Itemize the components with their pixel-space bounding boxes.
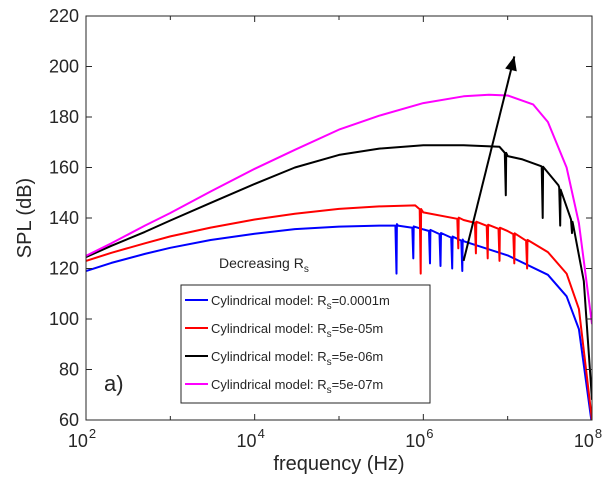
annotation-text: Decreasing Rs	[219, 255, 309, 275]
y-tick-label: 160	[49, 158, 79, 178]
legend-entry-1: Cylindrical model: Rs=0.0001m	[211, 293, 390, 312]
legend-entry-4: Cylindrical model: Rs=5e-07m	[211, 377, 383, 396]
plot-area	[86, 93, 592, 420]
legend-box	[180, 284, 431, 404]
y-tick-label: 80	[59, 360, 79, 380]
y-tick-label: 120	[49, 259, 79, 279]
panel-label: a)	[104, 371, 124, 396]
y-tick-label: 140	[49, 208, 79, 228]
annotation-arrow	[462, 56, 516, 262]
series-line-2	[86, 204, 592, 420]
y-axis-label: SPL (dB)	[14, 178, 36, 258]
series-line-4	[86, 93, 592, 325]
y-tick-label: 60	[59, 410, 79, 430]
x-tick-label: 108	[574, 426, 602, 451]
legend-entry-2: Cylindrical model: Rs=5e-05m	[211, 321, 383, 340]
legend: Cylindrical model: Rs=0.0001m Cylindrical…	[180, 284, 431, 404]
x-tick-label: 106	[405, 426, 433, 451]
annotation-arrowhead	[505, 56, 517, 72]
series-line-1	[86, 223, 592, 420]
y-tick-label: 100	[49, 309, 79, 329]
x-tick-label: 104	[237, 426, 265, 451]
x-axis-label: frequency (Hz)	[273, 453, 404, 475]
annotations: Decreasing Rs a)	[104, 56, 517, 396]
y-tick-label: 180	[49, 107, 79, 127]
legend-entry-3: Cylindrical model: Rs=5e-06m	[211, 349, 383, 368]
y-tick-label: 220	[49, 6, 79, 26]
series-line-3	[86, 144, 592, 400]
y-tick-label: 200	[49, 57, 79, 77]
